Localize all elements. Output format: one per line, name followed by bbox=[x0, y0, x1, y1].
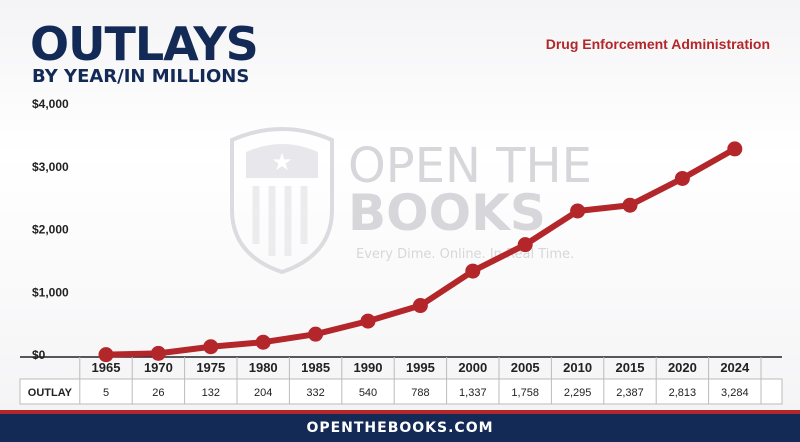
shield-icon bbox=[230, 127, 334, 275]
x-tick-label: 2020 bbox=[668, 360, 697, 375]
x-tick-label: 1995 bbox=[406, 360, 435, 375]
outlays-chart: ★ OPEN THE BOOKS Every Dime. Online. In … bbox=[19, 97, 783, 405]
page-title: OUTLAYS bbox=[30, 17, 259, 71]
data-point bbox=[360, 313, 376, 329]
data-points bbox=[98, 141, 743, 363]
table-cell: 332 bbox=[306, 387, 324, 399]
data-point bbox=[465, 263, 481, 279]
watermark-tagline: Every Dime. Online. In Real Time. bbox=[356, 247, 574, 262]
y-tick-label: $3,000 bbox=[32, 160, 69, 174]
x-tick-label: 2024 bbox=[720, 360, 750, 375]
table-cell: 132 bbox=[202, 387, 220, 399]
x-tick-label: 2000 bbox=[458, 360, 487, 375]
table-cell: 2,813 bbox=[669, 387, 697, 399]
watermark-line1: OPEN THE bbox=[348, 138, 592, 194]
watermark: ★ OPEN THE BOOKS Every Dime. Online. In … bbox=[230, 127, 592, 275]
data-point bbox=[412, 298, 428, 314]
star-icon: ★ bbox=[271, 149, 293, 176]
data-point bbox=[517, 237, 533, 253]
table-cell: 1,337 bbox=[459, 387, 487, 399]
y-tick-label: $1,000 bbox=[32, 285, 69, 299]
table-cell: 204 bbox=[254, 387, 272, 399]
x-tick-label: 1985 bbox=[301, 360, 330, 375]
data-point bbox=[255, 334, 271, 350]
y-tick-label: $2,000 bbox=[32, 223, 69, 237]
x-tick-label: 1980 bbox=[249, 360, 278, 375]
table-background bbox=[19, 378, 783, 405]
page-subtitle: BY YEAR/IN MILLIONS bbox=[32, 66, 250, 87]
data-point bbox=[674, 170, 690, 186]
table-cell: 1,758 bbox=[511, 387, 539, 399]
y-axis: $0 $1,000 $2,000 $3,000 $4,000 bbox=[32, 97, 69, 362]
table-cell: 788 bbox=[411, 387, 429, 399]
x-tick-label: 1990 bbox=[354, 360, 383, 375]
x-axis: 1965 1970 1975 1980 1985 1990 1995 2000 2005 2010… bbox=[92, 360, 750, 375]
x-tick-label: 2005 bbox=[511, 360, 540, 375]
data-point bbox=[308, 326, 324, 342]
watermark-line2: BOOKS bbox=[348, 184, 546, 242]
data-point bbox=[727, 141, 743, 157]
data-point bbox=[622, 197, 638, 213]
data-point bbox=[570, 203, 586, 219]
table-cell: 2,387 bbox=[616, 387, 644, 399]
table-row-label: OUTLAY bbox=[28, 387, 73, 399]
x-tick-label: 1970 bbox=[144, 360, 173, 375]
x-tick-label: 2010 bbox=[563, 360, 592, 375]
table-cell: 2,295 bbox=[564, 387, 592, 399]
table-cell: 5 bbox=[103, 387, 109, 399]
x-tick-label: 1965 bbox=[92, 360, 121, 375]
table-cell: 26 bbox=[152, 387, 164, 399]
data-point bbox=[98, 347, 114, 363]
y-tick-label: $0 bbox=[32, 348, 46, 362]
data-table: OUTLAY 5 26 132 204 332 540 788 1,337 1,758 2,295 2… bbox=[19, 356, 783, 405]
data-point bbox=[203, 339, 219, 355]
data-point bbox=[150, 345, 166, 361]
table-cell: 3,284 bbox=[721, 387, 749, 399]
x-tick-label: 1975 bbox=[196, 360, 225, 375]
x-tick-label: 2015 bbox=[616, 360, 645, 375]
table-cell: 540 bbox=[359, 387, 377, 399]
y-tick-label: $4,000 bbox=[32, 97, 69, 111]
footer-banner: OPENTHEBOOKS.COM bbox=[0, 410, 800, 442]
agency-label: Drug Enforcement Administration bbox=[545, 36, 770, 52]
